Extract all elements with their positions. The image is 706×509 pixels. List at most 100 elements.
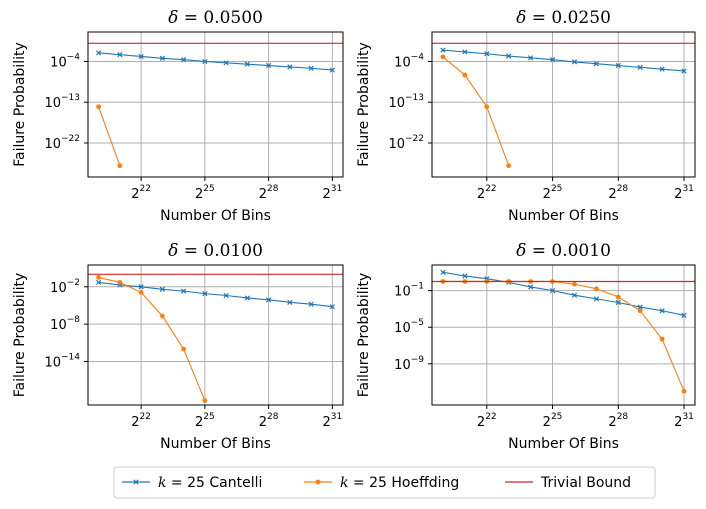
data-point xyxy=(138,284,144,290)
axes-frame xyxy=(431,31,696,178)
data-point xyxy=(571,292,578,298)
data-point xyxy=(637,308,643,314)
y-axis-label: Failure Probability xyxy=(356,273,372,398)
series-cantelli xyxy=(440,269,687,318)
series-line xyxy=(98,276,206,401)
data-point xyxy=(440,47,446,53)
data-point xyxy=(138,53,144,60)
x-tick-label: 225 xyxy=(543,412,563,430)
data-point xyxy=(244,295,250,301)
data-point xyxy=(593,61,599,67)
legend-label: k = 25 Hoeffding xyxy=(340,475,459,491)
data-point xyxy=(528,55,534,61)
data-point xyxy=(572,281,577,287)
data-point xyxy=(117,280,123,285)
y-tick-label: 10−22 xyxy=(388,134,424,152)
series-line xyxy=(98,106,121,166)
y-tick-label: 10−13 xyxy=(388,93,424,111)
data-point xyxy=(96,275,102,280)
y-tick-label: 10−2 xyxy=(50,278,80,296)
data-point xyxy=(244,61,250,67)
data-point xyxy=(329,304,335,310)
legend-box xyxy=(113,466,656,499)
data-point xyxy=(159,313,165,319)
data-point xyxy=(223,60,229,66)
data-point xyxy=(462,273,468,279)
data-point xyxy=(440,269,446,275)
subplot-title: δ = 0.0250 xyxy=(516,8,611,28)
data-point xyxy=(593,296,599,302)
legend-label: k = 25 Cantelli xyxy=(158,475,262,491)
x-tick-label: 231 xyxy=(674,184,694,202)
y-tick-label: 10−4 xyxy=(50,52,80,70)
subplot-2: 222 225 228 231 10−4 10−13 10−22 δ = 0.0250 Numb… xyxy=(356,8,696,224)
subplot-title: δ = 0.0010 xyxy=(516,241,611,261)
subplot-1: 222 225 228 231 10−4 10−13 10−22 δ = 0.0500 Numb… xyxy=(12,8,344,224)
data-point xyxy=(659,308,665,314)
x-tick-label: 231 xyxy=(323,184,343,202)
data-point xyxy=(659,66,665,72)
data-point xyxy=(202,398,208,404)
x-tick-label: 231 xyxy=(674,412,694,430)
data-point xyxy=(159,55,165,61)
series-cantelli xyxy=(96,50,335,73)
subplot-4: 222 225 228 231 10−1 10−5 10−9 δ = 0.0010 Number… xyxy=(356,241,696,452)
data-point xyxy=(117,52,123,58)
legend-entry-cantelli: k = 25 Cantelli xyxy=(122,475,262,491)
series-line xyxy=(442,271,685,316)
data-point xyxy=(681,68,687,74)
data-point xyxy=(308,65,314,71)
data-point xyxy=(202,290,208,297)
data-point xyxy=(440,54,446,60)
y-tick-label: 10−13 xyxy=(44,93,80,111)
x-axis-label: Number Of Bins xyxy=(508,436,619,452)
subplot-title: δ = 0.0100 xyxy=(168,241,263,261)
y-axis-label: Failure Probability xyxy=(12,273,28,398)
y-tick-label: 10−22 xyxy=(44,134,80,152)
data-point xyxy=(528,284,534,290)
legend-marker xyxy=(315,479,321,485)
series-hoeffding xyxy=(96,104,123,169)
data-point xyxy=(681,312,687,318)
y-axis-label: Failure Probability xyxy=(12,42,28,167)
y-tick-label: 10−1 xyxy=(394,282,424,300)
data-point xyxy=(266,297,272,303)
legend-entry-hoeffding: k = 25 Hoeffding xyxy=(304,475,459,491)
legend: k = 25 Cantelli k = 25 Hoeffding Trivial B… xyxy=(113,466,656,499)
y-tick-label: 10−5 xyxy=(394,318,424,336)
series-hoeffding xyxy=(440,279,687,394)
data-point xyxy=(96,50,102,56)
data-point xyxy=(659,336,665,342)
series-line xyxy=(98,281,333,308)
legend-label: Trivial Bound xyxy=(540,475,631,491)
data-point xyxy=(329,67,335,73)
y-tick-label: 10−14 xyxy=(44,352,80,370)
series-hoeffding xyxy=(96,275,208,404)
x-tick-label: 231 xyxy=(323,412,343,430)
data-point xyxy=(181,288,187,294)
x-tick-label: 228 xyxy=(259,412,279,430)
data-point xyxy=(549,287,556,294)
data-point xyxy=(181,346,187,352)
axes-frame xyxy=(87,264,344,406)
x-tick-label: 225 xyxy=(195,412,215,430)
axes-frame xyxy=(431,264,696,406)
x-tick-label: 225 xyxy=(195,184,215,202)
series-cantelli xyxy=(96,279,335,310)
x-axis-label: Number Of Bins xyxy=(508,208,619,224)
series-hoeffding xyxy=(440,54,512,169)
data-point xyxy=(615,62,621,69)
x-tick-label: 222 xyxy=(131,184,151,202)
x-tick-label: 228 xyxy=(259,184,279,202)
y-axis-label: Failure Probability xyxy=(356,42,372,167)
subplot-title: δ = 0.0500 xyxy=(168,8,263,28)
data-point xyxy=(484,104,490,110)
subplot-3: 222 225 228 231 10−2 10−8 10−14 δ = 0.0100 Numbe… xyxy=(12,241,344,452)
data-point xyxy=(202,58,208,65)
series-cantelli xyxy=(440,47,687,74)
axes-frame xyxy=(87,31,344,178)
data-point xyxy=(287,64,293,70)
data-point xyxy=(681,388,687,394)
data-point xyxy=(506,163,512,169)
